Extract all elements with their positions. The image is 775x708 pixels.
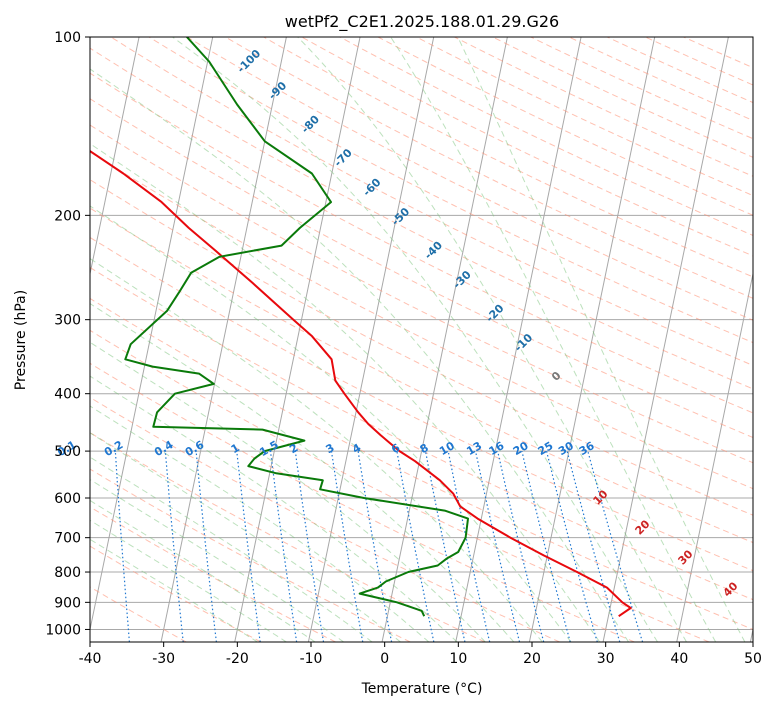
background-lines <box>0 37 753 642</box>
isotherm-line <box>676 271 753 642</box>
x-tick-label: 0 <box>380 651 389 667</box>
y-tick-label: 700 <box>54 531 81 547</box>
dry-adiabat-line <box>90 329 710 642</box>
y-tick-label: 1000 <box>45 622 81 638</box>
isotherm-line <box>381 37 508 642</box>
dry-adiabat-line <box>110 37 753 366</box>
moist-adiabat-line <box>90 375 458 642</box>
moist-adiabat-line <box>172 37 658 642</box>
dry-adiabat-line <box>90 468 411 642</box>
mixing-ratio-line <box>566 450 621 642</box>
isotherm-line <box>455 37 582 642</box>
y-tick-label: 800 <box>54 565 81 581</box>
dry-adiabat-line <box>90 98 753 439</box>
mixing-ratio-line <box>546 450 598 642</box>
mixing-ratio-line <box>195 451 217 642</box>
dry-adiabat-line <box>90 47 753 390</box>
isotherm-line <box>234 37 361 642</box>
mixing-ratio-line <box>474 450 521 642</box>
dry-adiabat-line <box>90 124 753 464</box>
dry-adiabat-line <box>90 266 753 601</box>
moist-adiabat-line <box>297 37 687 642</box>
isotherm-line <box>749 626 753 642</box>
dry-adiabat-line <box>90 297 753 630</box>
x-tick-label: -20 <box>226 651 249 667</box>
moist-adiabat-line <box>90 432 401 642</box>
x-tick-label: -30 <box>152 651 175 667</box>
mixing-ratio-line <box>587 450 644 642</box>
x-tick-label: -40 <box>79 651 102 667</box>
moist-adiabat-line <box>90 478 344 642</box>
mixing-ratio-line <box>424 450 466 642</box>
isotherm-line <box>90 37 140 277</box>
x-tick-label: 10 <box>449 651 467 667</box>
y-tick-label: 600 <box>54 491 81 507</box>
axes: -40 -30 -20 -10 0 10 20 30 40 50 100 200 300 400 500 60… <box>45 30 762 667</box>
plot-frame <box>89 36 754 643</box>
moist-adiabat-line <box>90 341 486 642</box>
y-tick-label: 100 <box>54 30 81 46</box>
moist-adiabat-line <box>90 405 430 642</box>
x-tick-label: 30 <box>597 651 615 667</box>
y-tick-label: 200 <box>54 208 81 224</box>
y-tick-label: 400 <box>54 387 81 403</box>
mixing-ratio-line <box>521 450 571 642</box>
mixing-ratio-line <box>114 451 130 642</box>
dry-adiabat-line <box>90 506 336 642</box>
x-tick-label: 40 <box>670 651 688 667</box>
isotherm-line <box>160 37 287 642</box>
isotherm-line <box>90 37 214 632</box>
moist-adiabat-line <box>90 205 572 642</box>
mixing-ratio-line <box>294 451 325 642</box>
chart-title: wetPf2_C2E1.2025.188.01.29.G26 <box>285 12 559 32</box>
dry-adiabat-line <box>90 179 753 516</box>
y-tick-label: 300 <box>54 313 81 329</box>
moist-adiabat-line <box>390 37 717 642</box>
mixing-ratio-line <box>164 451 184 642</box>
moist-adiabat-line <box>90 68 630 642</box>
mixing-ratio-line <box>396 450 435 642</box>
x-tick-label: -10 <box>300 651 323 667</box>
dry-adiabat-line <box>225 37 753 299</box>
mixing-ratio-line <box>269 451 298 642</box>
isotherm-line <box>0 37 65 642</box>
y-tick-label: 900 <box>54 595 81 611</box>
y-tick-label: 500 <box>54 444 81 460</box>
moist-adiabat-line <box>90 456 373 642</box>
profile-lines <box>90 37 632 618</box>
mixing-ratio-line <box>497 450 545 642</box>
moist-adiabat-line <box>90 302 515 642</box>
moist-adiabat-line <box>457 37 746 642</box>
dewpoint-line <box>124 37 469 617</box>
dry-adiabat-line <box>90 586 187 642</box>
mixing-ratio-line <box>236 451 261 642</box>
x-axis-label: Temperature (°C) <box>361 681 483 697</box>
x-tick-label: 50 <box>744 651 762 667</box>
temperature-line <box>90 149 632 618</box>
dry-adiabat-line <box>90 236 753 572</box>
x-tick-label: 20 <box>523 651 541 667</box>
moist-adiabat-line <box>90 257 543 642</box>
dry-adiabat-line <box>186 37 753 321</box>
dry-adiabat-line <box>90 207 753 544</box>
mixing-ratio-line <box>447 450 491 642</box>
dry-adiabat-line <box>90 396 560 642</box>
y-axis-label: Pressure (hPa) <box>13 290 29 390</box>
plot-area <box>90 37 753 642</box>
moist-adiabat-line <box>90 538 258 642</box>
moist-adiabat-line <box>90 143 601 642</box>
